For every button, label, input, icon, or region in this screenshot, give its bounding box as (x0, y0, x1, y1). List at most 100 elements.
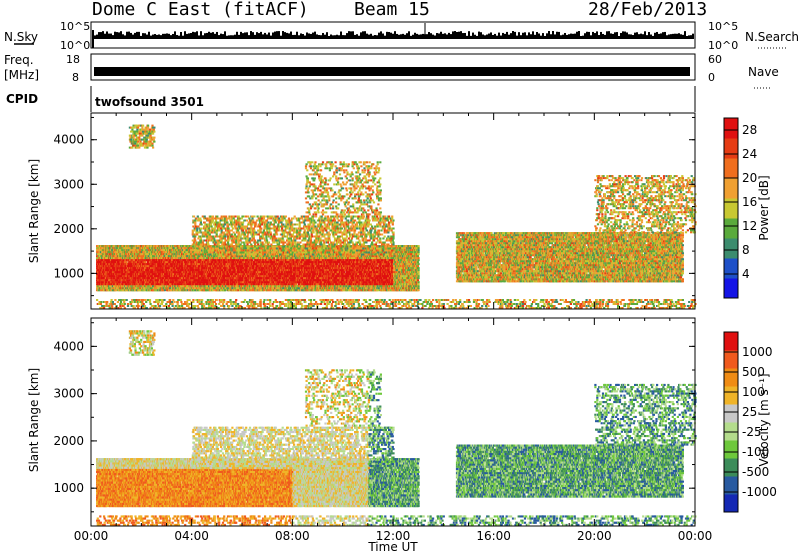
nsky-sample (388, 32, 390, 39)
nsky-sample (146, 35, 148, 39)
nsky-sample (202, 35, 204, 39)
nsky-sample (636, 32, 638, 39)
nsky-sample (118, 32, 120, 39)
cpid-label: CPID (6, 92, 38, 106)
power-cell (144, 261, 146, 263)
nsky-sample (194, 32, 196, 39)
nsky-sample (340, 32, 342, 39)
nsky-sample (638, 34, 640, 39)
nsky-sample (640, 34, 642, 39)
nsky-sample (414, 33, 416, 39)
power-cell (160, 265, 162, 267)
nsky-sample (266, 34, 268, 39)
nsky-sample (182, 36, 184, 39)
nsky-sample (586, 32, 588, 39)
nsky-sample (526, 35, 528, 39)
nsky-sample (534, 35, 536, 39)
nsky-sample (386, 32, 388, 39)
nsky-sample (326, 32, 328, 39)
power-cell (173, 257, 175, 259)
nsky-sample (154, 34, 156, 39)
nsky-sample (558, 32, 560, 39)
nsky-sample (126, 32, 128, 39)
nsky-sample (494, 34, 496, 39)
nsky-sample (592, 32, 594, 39)
power-cell (146, 247, 148, 249)
nsky-sample (588, 32, 590, 39)
nsky-sample (116, 32, 118, 39)
radar-figure: Dome C East (fitACF) Beam 15 28/Feb/2013… (0, 0, 800, 554)
nsky-sample (256, 32, 258, 39)
nsky-sample (294, 35, 296, 39)
nsky-sample (440, 32, 442, 39)
nsky-sample (476, 36, 478, 39)
nsky-sample (114, 32, 116, 39)
nsky-sample (668, 35, 670, 39)
nsky-sample (354, 35, 356, 39)
nsky-sample (602, 34, 604, 39)
nsky-sample (630, 34, 632, 39)
nsky-sample (136, 32, 138, 39)
nsky-sample (384, 36, 386, 39)
freq-unit: [MHz] (4, 68, 39, 82)
nsky-sample (334, 35, 336, 39)
nsky-sample (542, 33, 544, 39)
nsky-sample (604, 35, 606, 39)
nsky-sample (466, 36, 468, 39)
nsky-sample (396, 34, 398, 39)
power-cell (113, 277, 115, 279)
nsky-sample (108, 34, 110, 39)
nsearch-label: N.Search (745, 30, 799, 44)
nsky-sample (356, 34, 358, 39)
nsky-sample (436, 33, 438, 39)
nsky-sample (330, 35, 332, 39)
nsky-sample (488, 34, 490, 39)
nsky-sample (544, 36, 546, 39)
nsky-sample (192, 32, 194, 39)
nsky-sample (536, 32, 538, 39)
nsky-sample (518, 32, 520, 39)
nsky-sample (312, 33, 314, 39)
nsky-sample (600, 32, 602, 39)
nsky-sample (280, 36, 282, 39)
nsky-sample (672, 34, 674, 39)
power-cell (169, 255, 171, 257)
nsky-sample (288, 33, 290, 39)
nsky-sample (140, 36, 142, 39)
nsky-sample (472, 33, 474, 39)
power-heatmap (96, 125, 697, 309)
nsky-sample (670, 34, 672, 39)
nsky-sample (450, 34, 452, 39)
nsky-sample (392, 34, 394, 39)
nsky-sample (346, 33, 348, 39)
power-cell (153, 255, 155, 257)
power-cell (140, 275, 142, 277)
power-cell (125, 261, 127, 263)
nsearch-tick-bottom: 10^0 (708, 39, 738, 52)
nsky-sample (332, 35, 334, 39)
nsky-sample (632, 35, 634, 39)
nsky-sample (628, 34, 630, 39)
nsky-sample (166, 33, 168, 39)
nsky-sample (692, 34, 694, 39)
nsky-sample (514, 32, 516, 39)
nsky-sample (322, 33, 324, 39)
freq-strip: Freq. [MHz] 18 8 60 0 Nave (4, 53, 779, 88)
nsky-sample (510, 33, 512, 39)
nsky-sample (474, 35, 476, 39)
nsky-sample (650, 35, 652, 39)
nsky-sample (610, 33, 612, 39)
nsky-sample (372, 36, 374, 39)
power-cell (126, 279, 128, 281)
nsky-sample (532, 31, 534, 39)
nsky-sample (190, 33, 192, 39)
nsky-sample (502, 33, 504, 39)
nsky-sample (98, 32, 100, 39)
nsky-sample (618, 36, 620, 39)
nsky-sample (582, 36, 584, 39)
power-cell (170, 247, 172, 249)
nsky-sample (576, 32, 578, 39)
nsky-sample (150, 36, 152, 39)
nsky-sample (452, 31, 454, 39)
nsky-sample (216, 32, 218, 39)
